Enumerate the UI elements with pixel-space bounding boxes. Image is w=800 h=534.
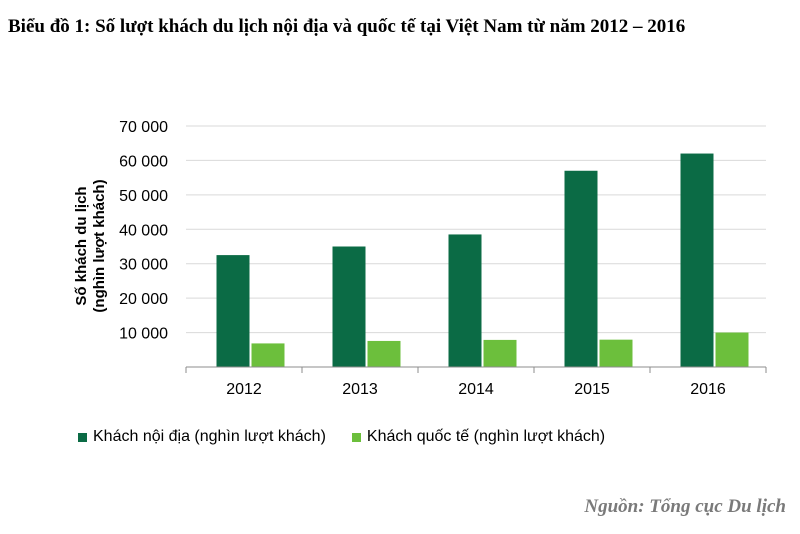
- source-note: Nguồn: Tổng cục Du lịch: [584, 496, 786, 517]
- y-tick-label: 30 000: [119, 257, 168, 274]
- bars: [216, 153, 749, 367]
- y-tick-labels: 10 000 20 000 30 000 40 000 50 000 60 000 70 0…: [119, 119, 168, 343]
- bar-domestic: [564, 170, 598, 367]
- y-axis-label: Số khách du lịch(nghìn lượt khách): [73, 179, 108, 312]
- y-tick-label: 10 000: [119, 326, 168, 343]
- y-tick-label: 70 000: [119, 119, 168, 136]
- legend-swatch-international: [351, 432, 361, 442]
- x-tick-label: 2015: [574, 381, 610, 398]
- chart-title: Biểu đồ 1: Số lượt khách du lịch nội địa…: [8, 16, 686, 37]
- bar-international: [483, 339, 517, 367]
- legend-item-domestic: Khách nội địa (nghìn lượt khách): [78, 428, 326, 446]
- x-tick-label: 2014: [458, 381, 494, 398]
- x-tick-label: 2012: [226, 381, 262, 398]
- bar-international: [715, 332, 749, 367]
- y-tick-label: 50 000: [119, 188, 168, 205]
- bar-domestic: [216, 255, 250, 367]
- bar-domestic: [448, 234, 482, 367]
- bar-domestic: [332, 246, 366, 367]
- bar-international: [367, 340, 401, 367]
- legend: Khách nội địa (nghìn lượt khách) Khách q…: [78, 428, 631, 446]
- bar-international: [251, 343, 285, 367]
- axes: [185, 366, 767, 373]
- y-tick-label: 60 000: [119, 153, 168, 170]
- bar-international: [599, 339, 633, 367]
- y-tick-label: 20 000: [119, 291, 168, 308]
- legend-label-domestic: Khách nội địa (nghìn lượt khách): [93, 428, 326, 445]
- x-tick-labels: 2012 2013 2014 2015 2016: [226, 381, 726, 398]
- x-tick-label: 2016: [690, 381, 726, 398]
- bar-domestic: [680, 153, 714, 367]
- x-tick-label: 2013: [342, 381, 378, 398]
- legend-item-international: Khách quốc tế (nghìn lượt khách): [351, 428, 606, 446]
- y-tick-label: 40 000: [119, 222, 168, 239]
- legend-label-international: Khách quốc tế (nghìn lượt khách): [366, 428, 606, 445]
- legend-swatch-domestic: [78, 432, 87, 442]
